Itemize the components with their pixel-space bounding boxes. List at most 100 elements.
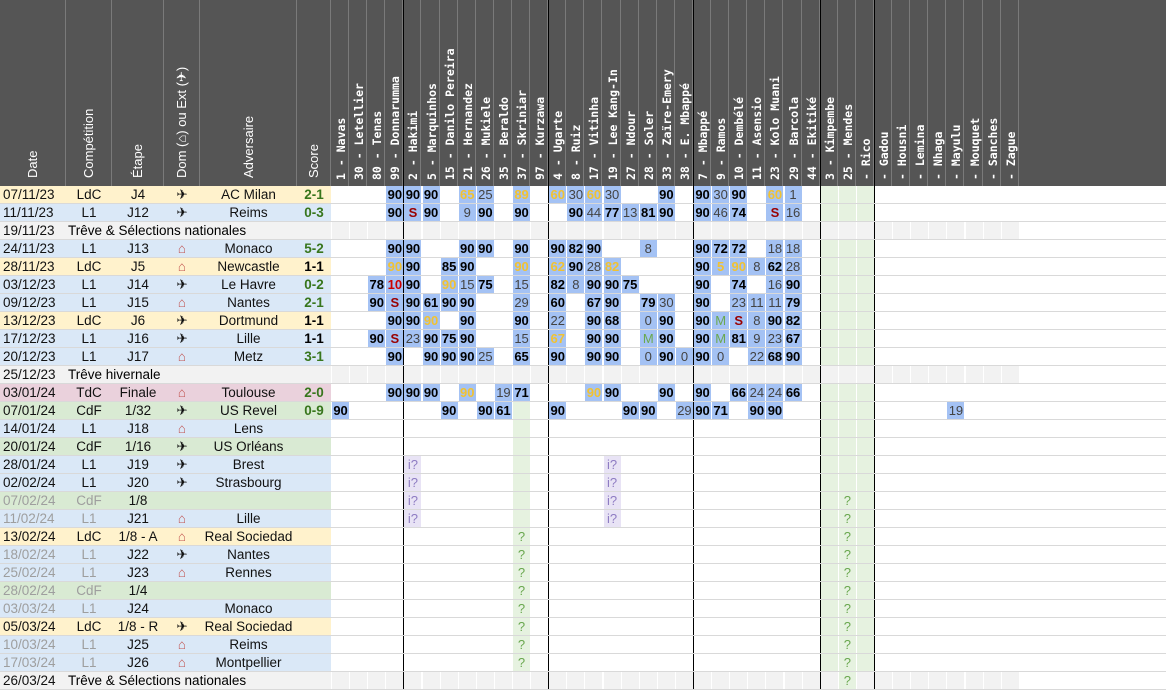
player-cell[interactable]: [875, 600, 892, 617]
player-header[interactable]: - Rico: [856, 0, 874, 186]
player-cell[interactable]: [332, 456, 349, 473]
player-cell[interactable]: [640, 474, 657, 491]
player-cell[interactable]: [694, 492, 711, 509]
player-cell[interactable]: [1002, 654, 1019, 671]
player-cell[interactable]: [893, 294, 910, 311]
player-cell[interactable]: [423, 258, 440, 275]
player-cell[interactable]: [730, 222, 748, 239]
player-cell[interactable]: [495, 312, 512, 329]
match-date[interactable]: 07/11/23: [3, 187, 55, 202]
player-cell[interactable]: [875, 240, 892, 257]
player-cell[interactable]: 67: [549, 330, 567, 347]
player-cell[interactable]: [604, 600, 621, 617]
player-cell[interactable]: [459, 564, 476, 581]
player-header[interactable]: 28 - Soler: [639, 0, 657, 186]
player-cell[interactable]: [350, 582, 367, 599]
player-cell[interactable]: [639, 366, 657, 383]
player-cell[interactable]: 90: [404, 294, 422, 311]
player-cell[interactable]: 90: [404, 312, 422, 329]
player-cell[interactable]: [712, 222, 730, 239]
player-cell[interactable]: 90: [458, 312, 476, 329]
player-cell[interactable]: [513, 402, 531, 419]
player-cell[interactable]: 75: [621, 276, 639, 293]
player-cell[interactable]: [386, 654, 403, 671]
player-cell[interactable]: [495, 276, 512, 293]
player-cell[interactable]: [820, 276, 838, 293]
player-cell[interactable]: [694, 546, 711, 563]
player-cell[interactable]: [1002, 186, 1019, 203]
player-cell[interactable]: [966, 330, 983, 347]
player-cell[interactable]: [785, 456, 802, 473]
player-cell[interactable]: [966, 438, 983, 455]
player-cell[interactable]: [332, 312, 349, 329]
player-cell[interactable]: [893, 420, 910, 437]
player-cell[interactable]: 90: [694, 186, 712, 203]
player-cell[interactable]: [875, 186, 892, 203]
player-cell[interactable]: 90: [386, 240, 404, 257]
player-cell[interactable]: 68: [603, 312, 621, 329]
player-cell[interactable]: ?: [513, 546, 531, 563]
player-cell[interactable]: [549, 222, 567, 239]
player-cell[interactable]: ?: [838, 672, 856, 689]
player-cell[interactable]: [929, 348, 946, 365]
player-cell[interactable]: [856, 348, 874, 365]
match-date[interactable]: 26/03/24: [3, 673, 56, 688]
player-cell[interactable]: [1001, 222, 1019, 239]
player-cell[interactable]: ?: [513, 582, 531, 599]
player-cell[interactable]: [640, 564, 657, 581]
player-cell[interactable]: [1001, 672, 1019, 689]
player-cell[interactable]: 90: [585, 312, 603, 329]
player-cell[interactable]: [658, 510, 675, 527]
player-cell[interactable]: [712, 294, 729, 311]
player-cell[interactable]: [495, 456, 512, 473]
player-cell[interactable]: [386, 510, 403, 527]
match-date[interactable]: 03/03/24: [3, 601, 56, 616]
player-cell[interactable]: [495, 618, 512, 635]
player-cell[interactable]: [640, 582, 657, 599]
player-cell[interactable]: 90: [603, 330, 621, 347]
player-cell[interactable]: [657, 672, 675, 689]
player-cell[interactable]: [477, 582, 494, 599]
player-cell[interactable]: [531, 510, 548, 527]
player-cell[interactable]: 10: [386, 276, 404, 293]
player-cell[interactable]: [893, 222, 911, 239]
player-cell[interactable]: [477, 258, 494, 275]
player-cell[interactable]: 90: [386, 312, 404, 329]
player-cell[interactable]: [658, 240, 675, 257]
player-cell[interactable]: [458, 222, 476, 239]
player-cell[interactable]: [820, 492, 838, 509]
player-cell[interactable]: [838, 222, 856, 239]
player-cell[interactable]: [604, 654, 621, 671]
player-cell[interactable]: [386, 582, 403, 599]
player-cell[interactable]: [875, 222, 893, 239]
player-cell[interactable]: 90: [513, 204, 531, 221]
player-header[interactable]: 21 - Hernandez: [458, 0, 476, 186]
player-cell[interactable]: [332, 672, 350, 689]
player-cell[interactable]: [984, 438, 1001, 455]
player-cell[interactable]: [875, 582, 892, 599]
player-cell[interactable]: 0: [639, 312, 657, 329]
player-cell[interactable]: 16: [784, 204, 802, 221]
player-cell[interactable]: [567, 582, 584, 599]
player-cell[interactable]: [567, 294, 584, 311]
player-cell[interactable]: [838, 276, 856, 293]
player-cell[interactable]: [549, 528, 566, 545]
header-venue[interactable]: Dom (⌂) ou Ext (✈): [164, 0, 200, 186]
player-cell[interactable]: S: [766, 204, 784, 221]
match-date[interactable]: 18/02/24: [3, 547, 56, 562]
player-cell[interactable]: [368, 402, 385, 419]
player-cell[interactable]: [911, 276, 928, 293]
player-cell[interactable]: [604, 420, 621, 437]
player-cell[interactable]: [658, 654, 675, 671]
player-cell[interactable]: [567, 420, 584, 437]
player-cell[interactable]: 90: [657, 384, 675, 401]
player-header[interactable]: 8 - Ruiz: [566, 0, 585, 186]
player-cell[interactable]: [622, 348, 639, 365]
player-cell[interactable]: ?: [838, 654, 856, 671]
player-cell[interactable]: 90: [585, 348, 603, 365]
player-cell[interactable]: 8: [567, 276, 585, 293]
player-cell[interactable]: [459, 456, 476, 473]
player-cell[interactable]: [386, 546, 403, 563]
player-cell[interactable]: [350, 438, 367, 455]
player-cell[interactable]: [513, 510, 531, 527]
